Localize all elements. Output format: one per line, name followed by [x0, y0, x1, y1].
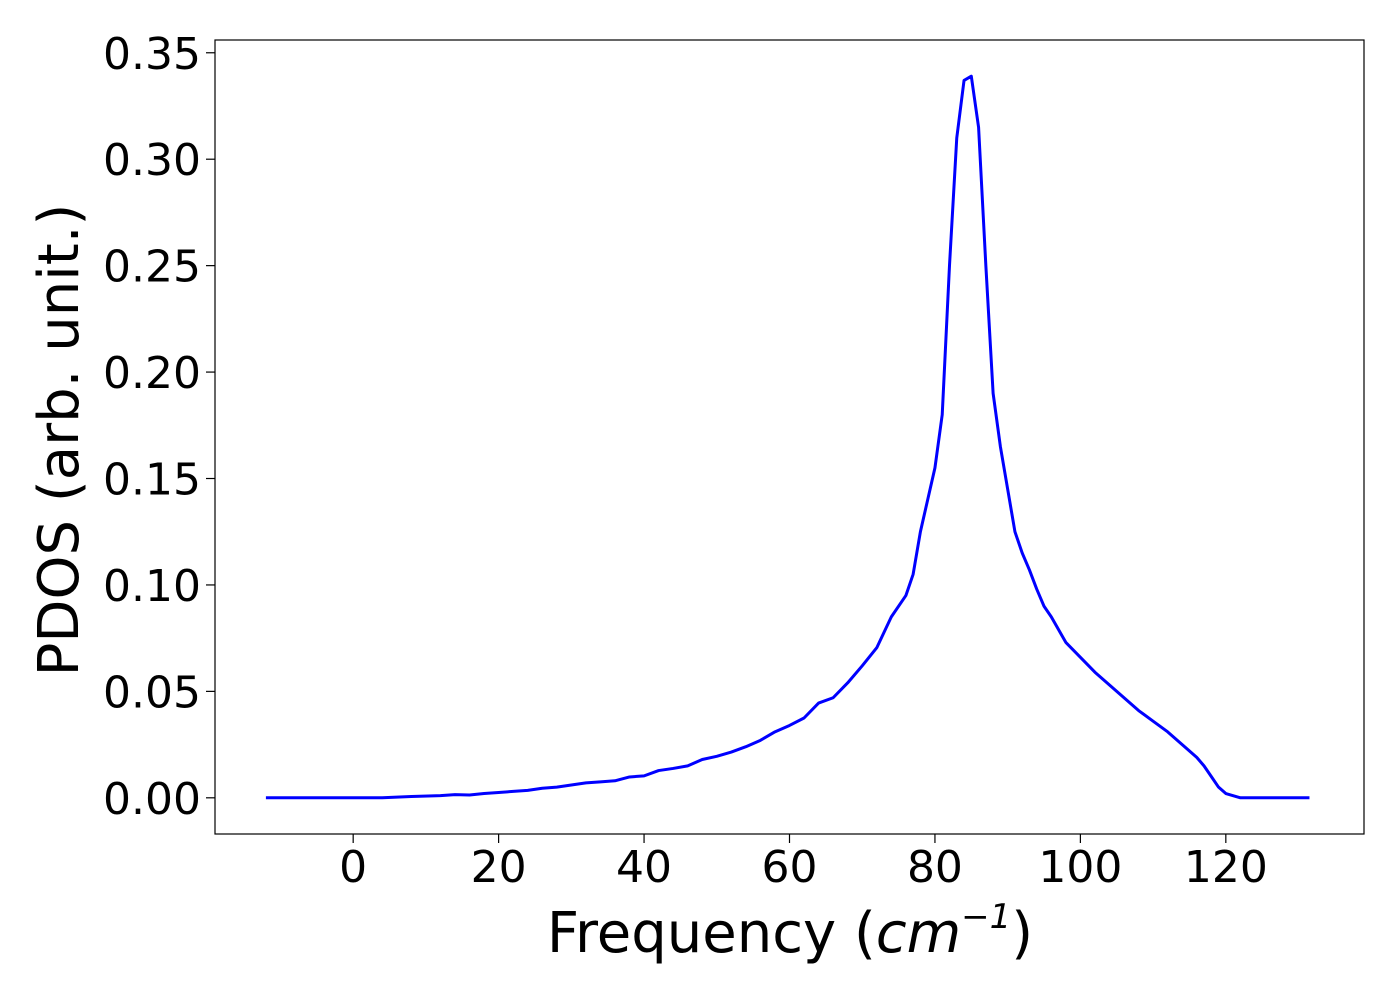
x-tick-label: 0: [339, 842, 367, 893]
y-tick-label: 0.35: [103, 29, 201, 80]
x-tick-label: 80: [907, 842, 963, 893]
x-axis-ticks: 0 20 40 60 80 100 120: [339, 834, 1268, 893]
y-axis-ticks: 0.00 0.05 0.10 0.15 0.20 0.25 0.30 0.35: [103, 29, 215, 825]
x-tick-label: 20: [471, 842, 527, 893]
y-tick-label: 0.15: [103, 455, 201, 506]
y-axis-label: PDOS (arb. unit.): [27, 204, 92, 677]
x-tick-label: 40: [616, 842, 672, 893]
y-tick-label: 0.05: [103, 667, 201, 718]
y-tick-label: 0.10: [103, 561, 201, 612]
plot-frame: [214, 39, 1365, 835]
x-tick-label: 100: [1038, 842, 1122, 893]
y-tick-label: 0.00: [103, 774, 201, 825]
y-tick-label: 0.30: [103, 135, 201, 186]
x-tick-label: 120: [1184, 842, 1268, 893]
pdos-series-line: [265, 74, 1310, 800]
y-tick-label: 0.20: [103, 348, 201, 399]
y-tick-label: 0.25: [103, 242, 201, 293]
x-axis-label: Frequency (cm−1): [547, 897, 1033, 966]
x-tick-label: 60: [762, 842, 818, 893]
